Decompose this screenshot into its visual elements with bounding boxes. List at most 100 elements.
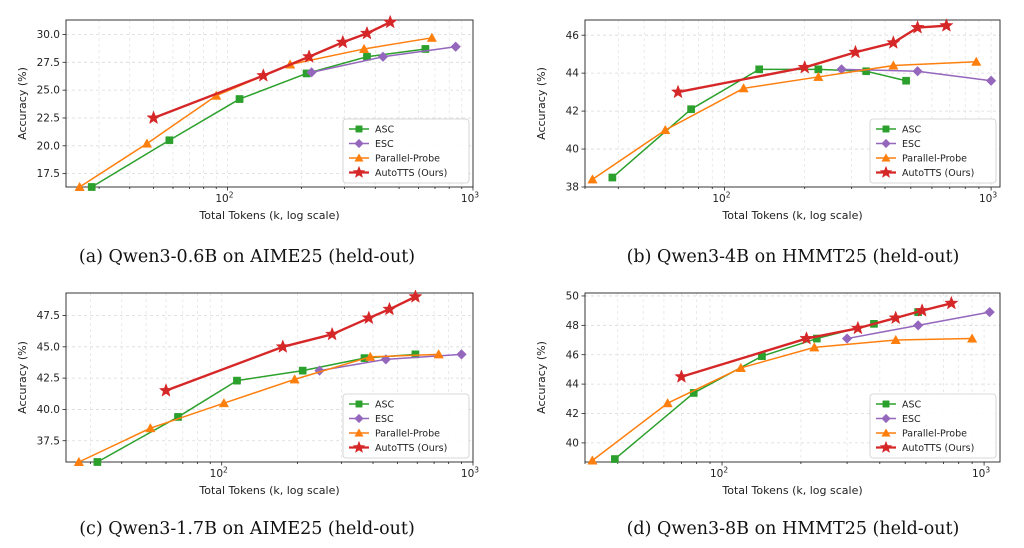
series-autotts-ours- <box>674 295 959 383</box>
y-tick-label: 42.5 <box>37 373 60 385</box>
x-tick-label: 102 <box>215 191 233 206</box>
x-axis-title: Total Tokens (k, log scale) <box>721 484 862 497</box>
data-point <box>966 333 978 343</box>
legend-marker <box>355 125 363 133</box>
data-point <box>275 339 290 353</box>
legend-marker <box>879 165 893 178</box>
data-point <box>382 301 397 316</box>
x-tick-base: 10 <box>712 193 725 205</box>
legend-marker <box>881 428 891 437</box>
y-tick-label: 50 <box>566 291 579 303</box>
data-point <box>361 310 377 325</box>
x-tick-label: 103 <box>972 466 990 481</box>
data-point <box>146 110 161 125</box>
legend-marker <box>352 440 366 453</box>
legend: ASC ESC Parallel-Probe AutoTTS (Ours) <box>869 393 997 459</box>
y-tick-label: 40.0 <box>37 404 60 416</box>
data-point <box>301 49 317 63</box>
data-point <box>799 331 814 345</box>
legend-label: ESC <box>902 414 921 425</box>
legend-label: ESC <box>375 139 394 150</box>
legend-marker <box>354 138 364 149</box>
legend-label: ASC <box>902 124 922 135</box>
legend-box <box>869 118 997 184</box>
data-point <box>914 303 930 317</box>
data-point <box>912 66 923 77</box>
legend: ASC ESC Parallel-Probe AutoTTS (Ours) <box>869 118 997 184</box>
legend-item: AutoTTS (Ours) <box>876 440 974 454</box>
legend-box <box>342 118 470 184</box>
data-point <box>359 25 375 40</box>
y-tick-label: 48 <box>566 320 579 332</box>
y-tick-label: 17.5 <box>37 168 60 180</box>
legend-item: ASC <box>876 124 922 135</box>
legend-label: Parallel-Probe <box>902 153 967 164</box>
series-autotts-ours- <box>146 14 398 125</box>
x-tick-base: 10 <box>972 468 985 480</box>
data-point <box>165 136 174 145</box>
legend-label: ASC <box>375 124 395 135</box>
y-tick-label: 38 <box>566 182 579 194</box>
data-point <box>888 60 899 70</box>
x-tick-exponent: 3 <box>992 191 997 200</box>
data-point <box>218 397 229 408</box>
legend-item: AutoTTS (Ours) <box>349 165 447 179</box>
data-point <box>358 43 370 53</box>
data-point <box>890 334 901 345</box>
data-point <box>984 306 995 318</box>
y-axis-title: Accuracy (%) <box>16 67 29 140</box>
data-point <box>365 351 376 361</box>
data-point <box>456 349 467 360</box>
legend-marker <box>882 400 890 408</box>
data-point <box>587 174 598 184</box>
y-axis-title: Accuracy (%) <box>535 67 548 140</box>
data-point <box>141 138 153 148</box>
x-tick-exponent: 2 <box>229 191 234 200</box>
data-point <box>289 374 300 384</box>
series-parallel-probe <box>587 56 982 184</box>
data-point <box>298 366 307 375</box>
x-tick-base: 10 <box>461 468 474 480</box>
y-tick-label: 20.0 <box>37 140 60 152</box>
data-point <box>944 295 959 310</box>
y-tick-label: 22.5 <box>37 113 60 125</box>
legend-label: ASC <box>375 399 395 410</box>
data-point <box>985 75 997 86</box>
x-axis-title: Total Tokens (k, log scale) <box>198 209 339 222</box>
y-axis-title: Accuracy (%) <box>16 341 29 414</box>
x-axis-title: Total Tokens (k, log scale) <box>721 209 862 222</box>
x-tick-label: 102 <box>710 466 728 481</box>
data-point <box>256 68 271 82</box>
data-point <box>87 183 96 191</box>
x-tick-base: 10 <box>710 468 723 480</box>
plot-frame <box>65 19 474 188</box>
series-line <box>153 21 391 120</box>
legend-item: Parallel-Probe <box>876 428 967 439</box>
series-parallel-probe <box>73 349 444 466</box>
legend-marker <box>882 125 890 133</box>
data-point <box>687 105 695 114</box>
data-point <box>850 320 866 335</box>
legend-item: Parallel-Probe <box>349 428 440 439</box>
legend-marker <box>879 440 893 453</box>
y-tick-label: 25.0 <box>37 85 60 97</box>
data-point <box>755 65 764 74</box>
legend-box <box>869 393 997 459</box>
x-tick-exponent: 2 <box>726 191 731 200</box>
legend-item: ASC <box>349 399 395 410</box>
x-tick-exponent: 3 <box>474 191 479 200</box>
y-tick-label: 40 <box>566 437 579 449</box>
data-point <box>660 124 671 135</box>
data-point <box>324 326 340 341</box>
data-point <box>797 59 812 74</box>
series-line <box>91 48 426 188</box>
legend-marker <box>881 413 891 424</box>
series-esc <box>314 349 467 376</box>
series-line <box>78 353 439 463</box>
legend-item: ESC <box>349 413 394 425</box>
data-point <box>738 83 749 93</box>
